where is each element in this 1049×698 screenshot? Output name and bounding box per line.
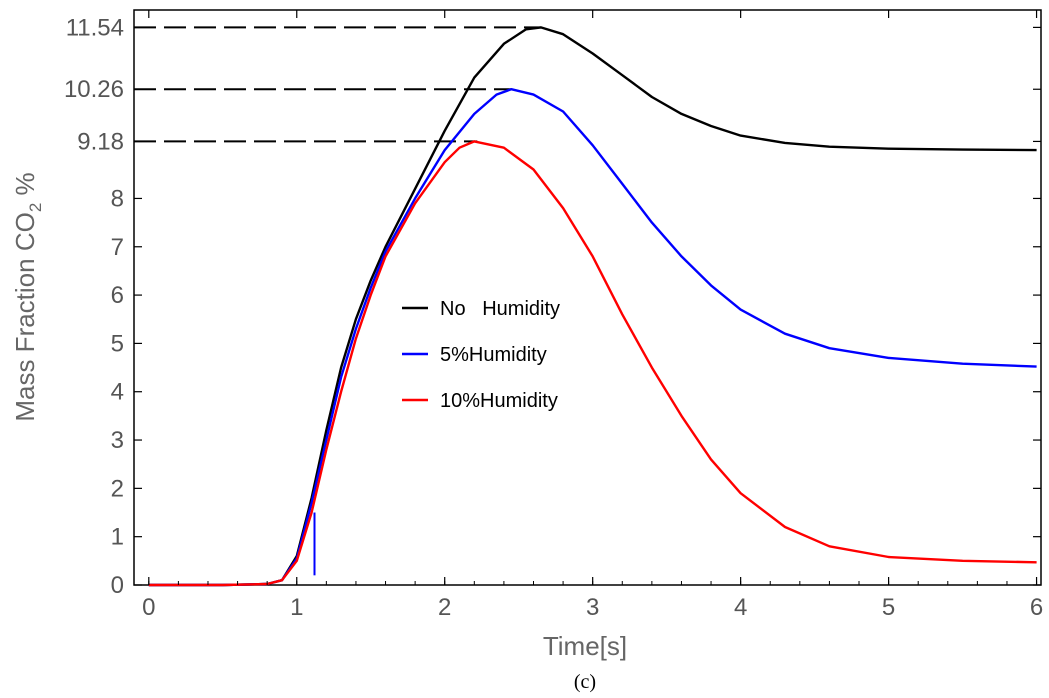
- legend-label-0: No Humidity: [440, 298, 560, 320]
- legend-label-2: 10%Humidity: [440, 390, 558, 412]
- x-axis-title: Time[s]: [543, 631, 627, 661]
- x-tick-label-3: 3: [586, 594, 599, 621]
- x-tick-label-5: 5: [882, 594, 895, 621]
- y-axis-title-suffix: %: [10, 172, 40, 202]
- y-tick-label-0: 0: [111, 572, 124, 599]
- y-tick-label-10: 10.26: [64, 76, 124, 103]
- series-line-0: [148, 26, 1037, 587]
- y-axis-title-main: Mass Fraction CO: [10, 212, 40, 422]
- y-tick-label-8: 8: [111, 185, 124, 212]
- x-tick-label-6: 6: [1030, 594, 1043, 621]
- plot-frame: [133, 9, 1042, 586]
- x-tick-label-1: 1: [290, 594, 303, 621]
- figure-caption: (c): [574, 671, 596, 693]
- series-line-2: [148, 140, 1037, 587]
- y-tick-label-9: 9.18: [77, 128, 124, 155]
- y-tick-label-4: 4: [111, 379, 124, 406]
- legend-label-1: 5%Humidity: [440, 344, 547, 366]
- x-tick-label-0: 0: [142, 594, 155, 621]
- series-line-1: [148, 88, 1037, 587]
- y-axis-title-subscript: 2: [26, 203, 45, 212]
- y-axis-title: Mass Fraction CO2 %: [10, 172, 45, 421]
- y-tick-label-1: 1: [111, 524, 124, 551]
- y-tick-label-11: 11.54: [66, 14, 124, 41]
- x-tick-label-4: 4: [734, 594, 747, 621]
- y-tick-label-3: 3: [111, 427, 124, 454]
- y-tick-label-6: 6: [111, 282, 124, 309]
- x-tick-label-2: 2: [438, 594, 451, 621]
- y-tick-label-5: 5: [111, 330, 124, 357]
- y-tick-label-7: 7: [111, 234, 124, 261]
- y-tick-label-2: 2: [111, 475, 124, 502]
